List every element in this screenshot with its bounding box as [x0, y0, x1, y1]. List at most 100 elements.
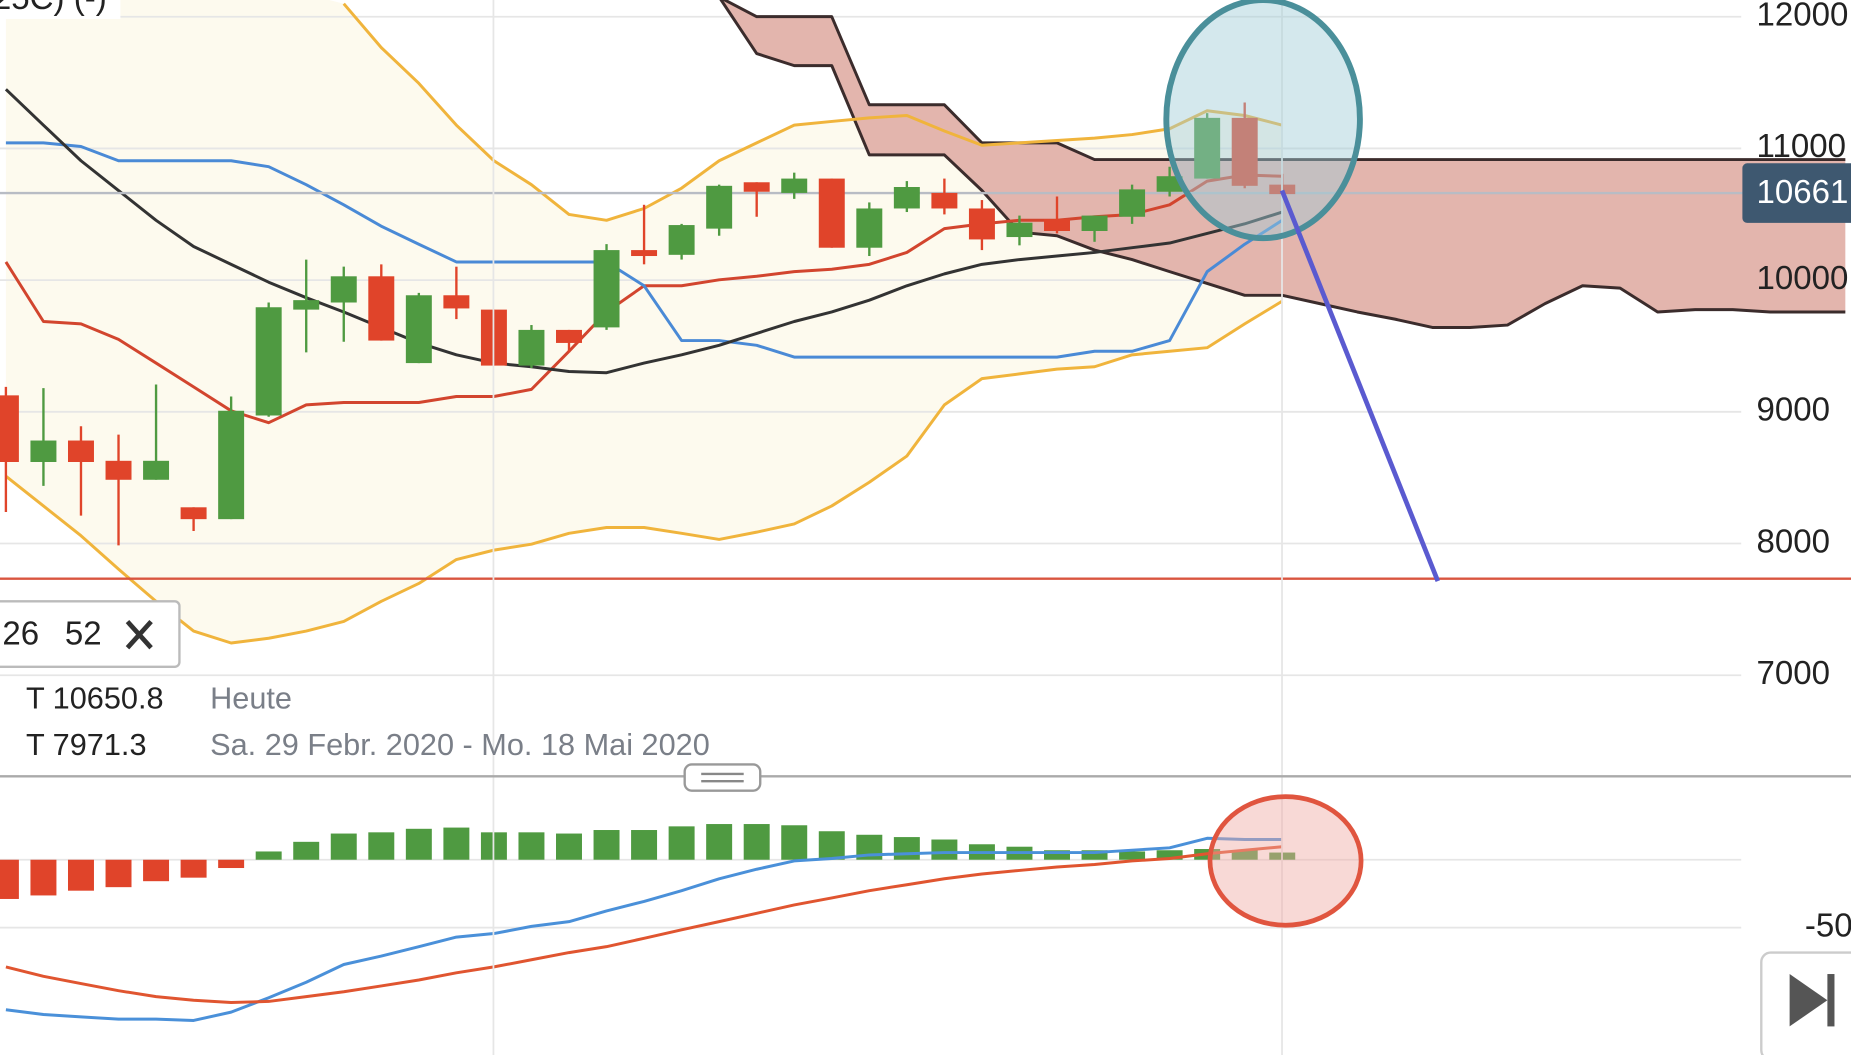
y-tick-label: 8000	[1757, 523, 1831, 560]
candle-body	[1081, 215, 1108, 231]
tooltip-date: Heute	[210, 680, 292, 715]
indicator-label: 25C) (-)	[0, 0, 107, 17]
tooltip-value: T 10650.8	[26, 680, 164, 715]
candle-body	[818, 178, 845, 248]
candle-body	[293, 300, 320, 310]
histogram-bar	[631, 830, 658, 860]
candle-body	[105, 460, 132, 480]
histogram-bar	[1044, 850, 1070, 860]
param-value: 52	[65, 616, 102, 653]
close-icon	[125, 619, 153, 650]
play-icon	[1789, 974, 1828, 1027]
last-price-label: 10661	[1757, 174, 1849, 211]
histogram-bar	[0, 859, 19, 899]
highlight-circle	[1163, 0, 1363, 242]
histogram-bar	[668, 826, 695, 860]
histogram-bar	[1156, 850, 1183, 860]
macd-line	[5, 845, 1283, 1004]
candle-body	[668, 225, 695, 255]
y-tick-label: 9000	[1757, 391, 1831, 428]
param-value: 26	[2, 616, 39, 653]
label-bg	[0, 0, 121, 20]
y-tick-label: 7000	[1757, 655, 1831, 692]
end-bar-icon	[1827, 974, 1835, 1027]
histogram-bar	[706, 824, 733, 860]
candle-body	[0, 395, 19, 462]
histogram-bar	[818, 831, 845, 860]
histogram-bar	[330, 833, 357, 860]
y-tick-label: 12000	[1757, 0, 1849, 34]
indicator-line	[5, 141, 1284, 359]
macd-pane	[0, 824, 1742, 1022]
candle-body	[1156, 176, 1183, 192]
candle-body	[706, 185, 733, 229]
candle-body	[30, 440, 57, 462]
histogram-bar	[1119, 851, 1146, 860]
y-tick-label: -500	[1805, 907, 1851, 944]
histogram-bar	[405, 828, 432, 860]
handle-box[interactable]	[683, 763, 762, 792]
candle-body	[218, 410, 245, 520]
histogram-bar	[1081, 850, 1108, 860]
histogram-bar	[143, 859, 170, 882]
axes: 120001100010000900080007000106610-500	[1742, 0, 1851, 944]
params-box-frame	[0, 600, 181, 669]
highlight-circle	[1207, 794, 1364, 928]
candle-body	[67, 440, 94, 462]
histogram-bar	[743, 824, 770, 860]
candle-body	[1044, 219, 1070, 231]
y-tick-label: 10000	[1757, 260, 1849, 297]
price-pane	[0, 0, 1851, 677]
candle-body	[1006, 222, 1033, 238]
histogram-bar	[556, 833, 582, 860]
candle-body	[143, 460, 170, 480]
histogram-bar	[218, 859, 245, 869]
candle-body	[893, 187, 920, 209]
candle-body	[518, 329, 545, 366]
candle-body	[443, 295, 470, 309]
histogram-bar	[255, 851, 282, 860]
tooltip-value: T 7971.3	[26, 727, 147, 762]
histogram-bar	[368, 832, 395, 860]
candle-body	[1231, 117, 1258, 186]
candle-body	[1194, 117, 1221, 179]
candle-body	[255, 307, 282, 416]
histogram-bar	[931, 839, 958, 860]
candle-body	[743, 182, 770, 192]
histogram-bar	[67, 859, 94, 891]
candle-body	[180, 507, 207, 520]
histogram-bar	[105, 859, 132, 888]
candle-body	[556, 329, 582, 343]
last-price-badge	[1742, 163, 1851, 223]
histogram-bar	[781, 825, 808, 860]
scroll-end-button[interactable]	[1760, 951, 1851, 1055]
resize-handle[interactable]	[683, 763, 762, 792]
candle-body	[781, 178, 808, 193]
candle-body	[931, 192, 958, 209]
close-button[interactable]	[125, 619, 153, 650]
candle-body	[631, 250, 658, 257]
bollinger-upper	[342, 2, 1283, 222]
trend-line	[1279, 189, 1441, 582]
tooltip-date: Sa. 29 Febr. 2020 - Mo. 18 Mai 2020	[210, 727, 710, 762]
bollinger-lower	[4, 299, 1284, 645]
histogram-bar	[893, 837, 920, 860]
histogram-bar	[593, 830, 620, 860]
candle-body	[330, 276, 357, 303]
candle-body	[368, 276, 395, 341]
candle-body	[1119, 189, 1146, 217]
candle-body	[593, 250, 620, 328]
bollinger-fill	[5, 0, 1283, 644]
histogram-bar	[293, 841, 320, 860]
candle-body	[856, 208, 883, 248]
params-box: 26 52	[0, 600, 181, 669]
cloud-fill	[721, 0, 1846, 328]
histogram-bar	[1231, 850, 1258, 860]
indicator-line	[4, 88, 1283, 375]
histogram-bar	[180, 859, 207, 878]
histogram-bar	[443, 827, 470, 860]
candle-body	[968, 208, 995, 240]
macd-line	[5, 836, 1283, 1022]
y-tick-label: 11000	[1757, 128, 1846, 165]
